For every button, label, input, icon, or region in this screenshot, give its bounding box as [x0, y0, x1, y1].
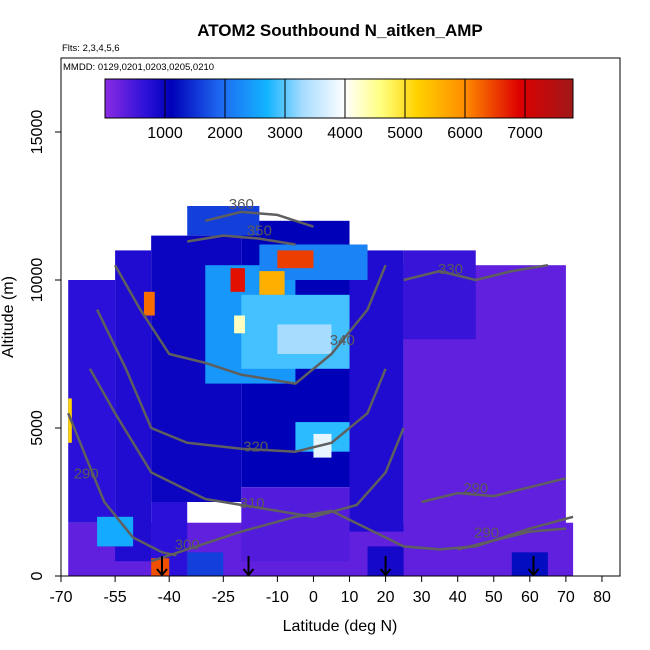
- x-tick-label: -10: [266, 589, 289, 606]
- colorbar: [104, 78, 574, 119]
- chart-title: ATOM2 Southbound N_aitken_AMP: [197, 21, 483, 40]
- contour-line: [403, 263, 549, 282]
- plot-frame: [60, 57, 621, 577]
- heatmap-cell: [277, 324, 332, 354]
- chart-subtitle-dates: MMDD: 0129,0201,0203,0205,0210: [63, 62, 214, 73]
- colorbar-tick-label: 4000: [327, 125, 363, 142]
- heatmap-cell: [187, 552, 224, 576]
- heatmap-cell: [277, 250, 314, 269]
- contour-label: 320: [243, 439, 268, 456]
- x-tick-label: 70: [557, 589, 575, 606]
- colorbar-ticks: 1000 2000 3000 4000 5000 6000 7000: [147, 79, 543, 142]
- x-tick-label: -70: [49, 589, 72, 606]
- flight-arrow-head: [379, 568, 392, 577]
- contour-label: 360: [229, 196, 254, 213]
- contour-line: [205, 210, 314, 228]
- contour-label: 330: [438, 261, 463, 278]
- contour-line: [186, 234, 296, 246]
- heatmap-cell: [403, 250, 476, 340]
- contour-label: 350: [247, 223, 272, 240]
- chart-subtitle-flights: Flts: 2,3,4,5,6: [62, 43, 120, 54]
- dates-label-background: [62, 59, 302, 72]
- contour-label: 290: [74, 465, 99, 482]
- heatmap-cell: [230, 268, 245, 292]
- x-axis: -70 -55 -40 -25 -10 0 10 20 30 40 50 60 70 80: [49, 576, 611, 606]
- x-tick-label: 10: [341, 589, 359, 606]
- x-tick-label: 0: [309, 589, 318, 606]
- contour-line: [88, 368, 405, 519]
- y-axis: 0 5000 10000 15000: [29, 110, 61, 580]
- x-tick-label: 60: [521, 589, 539, 606]
- colorbar-tick-label: 6000: [447, 125, 483, 142]
- x-tick-label: 20: [377, 589, 395, 606]
- flight-arrow-head: [242, 568, 255, 577]
- colorbar-tick-label: 5000: [387, 125, 423, 142]
- y-axis-label: Altitude (m): [0, 276, 17, 358]
- heatmap-cell: [241, 487, 350, 562]
- flight-arrow-head: [527, 568, 540, 577]
- heatmap-cell: [511, 552, 548, 576]
- flight-arrow-head: [156, 568, 168, 577]
- colorbar-tick-label: 7000: [507, 125, 543, 142]
- heatmap-cell: [234, 315, 245, 334]
- x-tick-label: -55: [104, 589, 127, 606]
- x-axis-label: Latitude (deg N): [283, 618, 398, 635]
- contour-label: 290: [463, 480, 488, 497]
- colorbar-tick-label: 3000: [267, 125, 303, 142]
- contour-line: [95, 309, 387, 453]
- y-tick-label: 5000: [29, 410, 46, 446]
- contour-line: [457, 527, 567, 551]
- x-tick-label: 50: [485, 589, 503, 606]
- heatmap-cells: [68, 206, 574, 576]
- colorbar-tick-label: 2000: [207, 125, 243, 142]
- contour-lines: [67, 210, 574, 563]
- contour-label: 310: [240, 495, 265, 512]
- colorbar-tick-label: 1000: [147, 125, 183, 142]
- x-tick-label: -25: [212, 589, 235, 606]
- x-tick-label: 30: [413, 589, 431, 606]
- x-tick-label: 80: [593, 589, 611, 606]
- contour-label: 340: [330, 332, 355, 349]
- y-tick-label: 0: [29, 571, 46, 580]
- contour-line: [67, 412, 177, 557]
- heatmap-cell: [259, 271, 285, 295]
- contour-labels: 290 300 310 320 340 330 290 290 360 350: [74, 196, 499, 553]
- heatmap-cell: [187, 206, 260, 236]
- contour-label: 300: [175, 536, 200, 553]
- y-tick-label: 15000: [29, 110, 46, 155]
- x-tick-label: 40: [449, 589, 467, 606]
- y-tick-label: 10000: [29, 258, 46, 303]
- heatmap-cell: [143, 291, 155, 316]
- x-tick-label: -40: [158, 589, 181, 606]
- contour-label: 290: [474, 525, 499, 542]
- contour-line: [421, 477, 567, 504]
- flight-arrows: [156, 556, 540, 577]
- contour-line: [114, 264, 387, 385]
